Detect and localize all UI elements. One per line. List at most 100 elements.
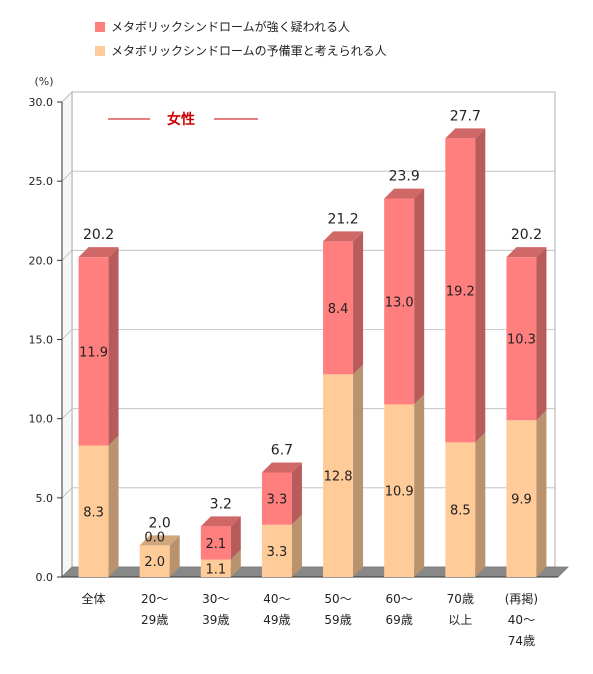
floor	[61, 566, 569, 578]
segment-label: 8.4	[328, 302, 349, 317]
segment-label: 3.3	[267, 545, 288, 560]
segment-label: 3.3	[267, 493, 288, 508]
gridline-diagonal	[61, 250, 73, 261]
grid-layer	[61, 91, 569, 578]
bar-top	[261, 462, 302, 473]
bar-side	[353, 364, 364, 577]
x-tick-label: 69歳	[386, 613, 413, 627]
segment-label: 13.0	[385, 296, 414, 311]
bar-segment	[200, 526, 231, 560]
gridline-diagonal	[61, 329, 73, 340]
bar-side	[108, 247, 119, 446]
bar-top	[384, 188, 425, 199]
bar-top	[200, 516, 241, 527]
bar-top	[323, 231, 364, 242]
bar-segment	[78, 445, 109, 577]
bar-side	[169, 535, 180, 577]
x-tick-label: 全体	[82, 591, 106, 606]
segment-label: 10.9	[385, 485, 414, 500]
bar-segment	[261, 524, 292, 577]
segment-label: 8.5	[450, 504, 471, 519]
bar-segment	[384, 198, 415, 405]
legend-item-strong: メタボリックシンドロームが強く疑われる人	[95, 18, 350, 35]
x-tick-label: 20～	[141, 592, 168, 606]
y-tick-label: 0.0	[36, 571, 54, 584]
bar-segment	[78, 257, 109, 446]
x-tick-label: 40～	[508, 613, 535, 627]
bar-side	[536, 247, 547, 421]
x-tick-label: (再掲)	[505, 591, 538, 606]
segment-label: 2.1	[205, 537, 226, 552]
segment-label: 19.2	[446, 284, 475, 299]
total-label: 23.9	[389, 169, 420, 185]
bar-top	[445, 128, 486, 139]
total-label: 27.7	[450, 108, 481, 124]
segment-label: 10.3	[507, 333, 536, 348]
bar-side	[230, 516, 241, 560]
segment-label: 0.0	[144, 530, 165, 545]
legend-label-strong: メタボリックシンドロームが強く疑われる人	[111, 20, 351, 34]
x-tick-label: 39歳	[202, 613, 229, 627]
bar-segment	[323, 241, 354, 375]
bar-segment	[506, 257, 537, 421]
x-tick-label: 59歳	[324, 613, 351, 627]
bar-side	[475, 128, 486, 443]
bar-segment	[506, 420, 537, 577]
total-label: 20.2	[83, 227, 114, 243]
gridline-diagonal	[61, 91, 73, 103]
x-tick-label: 74歳	[508, 634, 535, 648]
gridline-diagonal	[61, 170, 73, 182]
x-tick-label: 30～	[202, 592, 229, 606]
y-tick-label: 15.0	[29, 334, 54, 347]
total-label: 2.0	[149, 515, 171, 531]
segment-label: 2.0	[144, 555, 165, 570]
total-label: 3.2	[210, 496, 232, 512]
total-label: 21.2	[327, 211, 358, 227]
legend-swatch-reserve	[95, 45, 105, 56]
bar-side	[291, 462, 302, 525]
bar-segment	[323, 374, 354, 577]
bar-top	[78, 247, 119, 258]
legend-label-reserve: メタボリックシンドロームの予備軍と考えられる人	[111, 44, 387, 58]
y-tick-label: 20.0	[29, 254, 54, 267]
segment-label: 1.1	[205, 562, 226, 577]
segment-label: 8.3	[83, 505, 104, 520]
bar-side	[230, 549, 241, 577]
x-tick-label: 70歳	[447, 592, 474, 606]
bar-side	[414, 188, 425, 405]
y-tick-label: 25.0	[29, 175, 54, 188]
segment-label: 12.8	[324, 470, 353, 485]
y-tick-label: 30.0	[29, 96, 54, 109]
bar-side	[291, 514, 302, 577]
bars-layer	[78, 128, 547, 577]
x-tick-label: 29歳	[141, 613, 168, 627]
bar-segment	[200, 559, 231, 577]
legend-item-reserve: メタボリックシンドロームの予備軍と考えられる人	[95, 42, 387, 59]
bar-top	[139, 535, 180, 546]
x-tick-label: 以上	[448, 613, 472, 627]
gridline-diagonal	[61, 408, 73, 419]
x-tick-label: 40～	[263, 592, 290, 606]
bar-top	[506, 247, 547, 258]
total-label: 6.7	[271, 443, 293, 459]
bar-segment	[261, 472, 292, 525]
bar-side	[536, 410, 547, 577]
unit-label: (%)	[34, 75, 53, 88]
bar-segment	[445, 138, 476, 443]
annotation-text: 女性	[167, 111, 195, 128]
segment-label: 9.9	[511, 493, 532, 508]
x-tick-label: 60～	[386, 592, 413, 606]
segment-label: 11.9	[79, 345, 108, 360]
bar-side	[475, 432, 486, 577]
bar-side	[414, 394, 425, 577]
y-tick-label: 10.0	[29, 413, 54, 426]
bar-side	[108, 435, 119, 577]
y-tick-label: 5.0	[36, 492, 54, 505]
bar-segment	[445, 442, 476, 577]
x-tick-label: 50～	[324, 592, 351, 606]
gridline-diagonal	[61, 487, 73, 499]
bar-segment	[384, 404, 415, 577]
bar-side	[353, 231, 364, 375]
